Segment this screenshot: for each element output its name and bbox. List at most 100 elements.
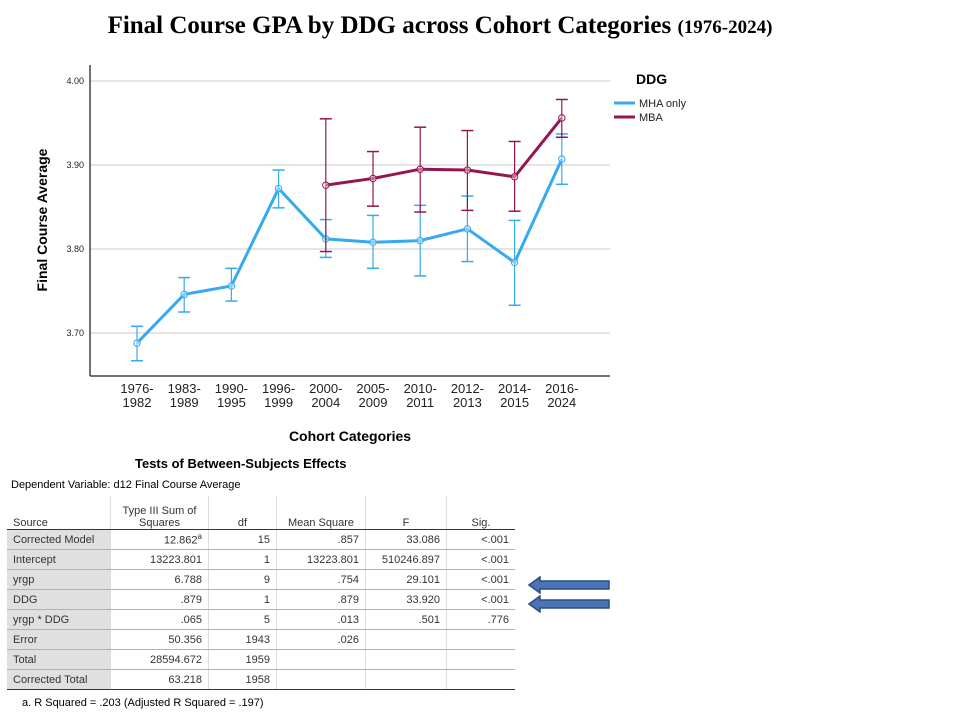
data-point [180,290,188,299]
row-source: Intercept [7,549,111,570]
cell-value: 63.218 [168,673,202,686]
y-tick-label: 3.70 [66,328,84,338]
x-tick-label: 1976- [120,381,153,396]
cell: 29.101 [365,569,447,590]
column-header: Mean Square [276,496,366,530]
data-point [510,173,519,181]
row-source: Error [7,629,111,650]
cell-value: 15 [257,533,270,546]
row-source: Total [7,649,111,670]
cell-value: .501 [418,613,440,626]
data-point [369,238,377,246]
cell [276,649,366,670]
cell-value: 13223.801 [150,553,202,566]
cell-value: 12.862 [163,534,198,547]
x-tick-label: 1989 [170,395,199,410]
cell-value: 13223.801 [307,553,359,566]
x-tick-label: 2012- [451,381,484,396]
cell: <.001 [446,569,515,590]
cell: 510246.897 [365,549,447,570]
cell: <.001 [446,549,515,570]
cell [446,629,515,650]
column-header: df [208,496,277,530]
series-line [135,158,564,345]
cell: 5 [208,609,277,630]
row-source: DDG [7,589,111,610]
cell [446,649,515,670]
cell-value: <.001 [481,593,509,606]
cell: .754 [276,569,366,590]
table-row: Intercept 13223.801 1 13223.801 510246.897 <.… [7,549,515,570]
cell [365,649,447,670]
x-tick-label: 2016- [545,381,578,396]
x-tick-label: 2011 [406,395,434,410]
y-tick-label: 4.00 [66,76,84,86]
cell-value: .857 [337,533,359,546]
data-point [369,174,377,183]
cell: 13223.801 [276,549,366,570]
legend-label: MHA only [639,98,687,110]
cell-value: .776 [487,613,509,626]
title-years: (1976-2024) [677,17,773,38]
cell-value: 50.356 [168,633,202,646]
cell-value: 9 [263,573,270,586]
legend-title: DDG [636,71,667,87]
footnote-marker: a [197,532,202,542]
cell-value: Error [13,633,38,646]
cell [365,629,447,650]
cell: .879 [110,589,209,610]
table-row: Corrected Model 12.862a 15 .857 33.086 <.001 [7,529,515,550]
table-row: yrgp * DDG .065 5 .013 .501 .776 [7,609,515,630]
cell-value: .754 [337,573,359,586]
cell: 33.920 [365,589,447,610]
x-tick-label: 2015 [500,395,529,410]
x-tick-label: 2009 [359,395,388,410]
column-header: Type III Sum of Squares [110,496,209,530]
cell: .501 [365,609,447,630]
y-tick-label: 3.80 [66,244,84,254]
cell-value: 6.788 [174,573,202,586]
table-footnote: a. R Squared = .203 (Adjusted R Squared … [22,697,264,709]
x-tick-label: 2000- [309,381,342,396]
cell [276,669,366,690]
legend-label: MBA [639,112,664,124]
data-point [416,165,424,173]
cell: 15 [208,529,277,550]
cell: 12.862a [110,529,209,550]
x-tick-label: 2005- [356,381,389,396]
x-tick-label: 2010- [404,381,437,396]
cell: 50.356 [110,629,209,650]
data-point [510,258,519,267]
title-main: Final Course GPA by DDG across Cohort Ca… [107,12,672,39]
cell: 28594.672 [110,649,209,670]
gpa-line-chart: 3.703.803.904.001976-19821983-19891990-1… [34,65,687,444]
cell-value: 29.101 [406,573,440,586]
cell: 1 [208,549,277,570]
anova-table: Source Type III Sum of Squares df Mean Squa… [7,496,515,690]
cell-value: 28594.672 [150,653,202,666]
x-tick-label: 1996- [262,381,295,396]
data-point [558,114,566,122]
cell-value: .026 [337,633,359,646]
cell-value: .879 [337,593,359,606]
cell: <.001 [446,589,515,610]
cell-value: .065 [180,613,202,626]
cell-value: Total [13,653,37,666]
data-point [322,181,330,189]
cell [365,669,447,690]
cell-value: yrgp [13,573,35,586]
cell-value: 1943 [245,633,270,646]
row-source: yrgp * DDG [7,609,111,630]
cell [446,669,515,690]
column-header: Sig. [446,496,515,530]
cell: 33.086 [365,529,447,550]
x-tick-label: 2024 [547,395,576,410]
cell-value: DDG [13,593,38,606]
cell: 9 [208,569,277,590]
cell-value: Corrected Model [13,533,95,546]
x-tick-label: 1990- [215,381,248,396]
x-tick-label: 2014- [498,381,531,396]
series-mba [319,98,568,253]
cell: 6.788 [110,569,209,590]
cell: 1 [208,589,277,610]
